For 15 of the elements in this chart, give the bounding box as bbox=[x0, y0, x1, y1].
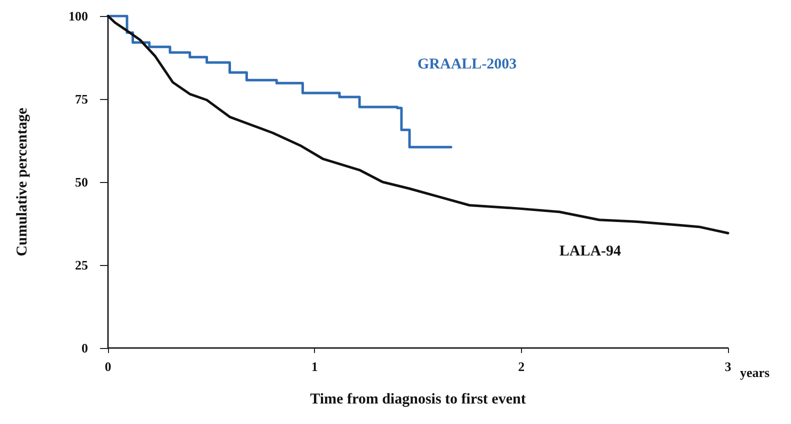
x-tick-label: 2 bbox=[518, 359, 525, 374]
series-label: LALA-94 bbox=[559, 243, 622, 260]
y-tick-label: 50 bbox=[75, 174, 88, 190]
text: years bbox=[740, 365, 770, 380]
y-tick-label: 0 bbox=[82, 340, 88, 356]
line-series bbox=[106, 14, 730, 234]
x-axis-title: Time from diagnosis to first event bbox=[310, 392, 526, 408]
y-tick-label: 75 bbox=[75, 92, 88, 106]
x-tick-label: 1 bbox=[311, 359, 318, 374]
x-tick-label: 0 bbox=[104, 359, 112, 374]
y-tick-label: 100 bbox=[68, 8, 88, 24]
text: GRAALL-2003 bbox=[418, 56, 517, 73]
x-tick-label: 3 bbox=[724, 359, 732, 374]
y-tick-label: 25 bbox=[75, 258, 88, 272]
y-axis-title: Cumulative percentage bbox=[14, 107, 30, 256]
